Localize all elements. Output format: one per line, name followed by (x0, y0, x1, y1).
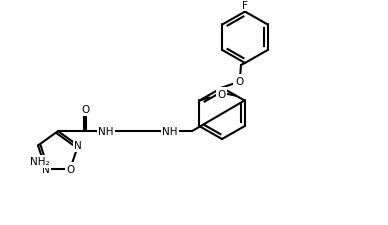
Text: O: O (235, 76, 243, 86)
Text: NH: NH (98, 127, 114, 137)
Text: N: N (74, 141, 82, 151)
Text: O: O (82, 105, 90, 115)
Text: NH: NH (162, 127, 178, 137)
Text: O: O (217, 89, 225, 99)
Text: N: N (42, 164, 50, 174)
Text: O: O (66, 164, 74, 174)
Text: NH₂: NH₂ (30, 157, 50, 166)
Text: F: F (242, 1, 248, 11)
